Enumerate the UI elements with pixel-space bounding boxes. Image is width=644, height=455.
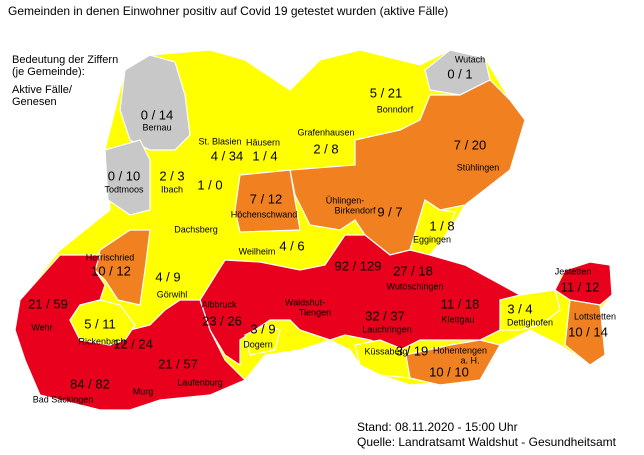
case-count: 21 / 59 [28, 296, 68, 311]
case-count: 27 / 18 [393, 263, 433, 278]
case-count: 3 / 9 [250, 321, 275, 336]
case-count: 10 / 14 [568, 324, 608, 339]
legend: Bedeutung der Ziffern(je Gemeinde): Aktiv… [12, 54, 118, 108]
municipality-name: Todtmoos [104, 184, 144, 194]
case-count: 2 / 8 [313, 141, 338, 156]
region-gray [104, 139, 151, 216]
case-count: 7 / 20 [454, 137, 487, 152]
region-yellow [244, 324, 281, 356]
municipality-name: Wutach [455, 54, 485, 64]
region-yellow [354, 339, 411, 379]
region-orange [404, 339, 501, 386]
case-count: 1 / 8 [429, 218, 454, 233]
region-gray [119, 54, 191, 151]
case-count: 0 / 1 [447, 66, 472, 81]
legend-line: Genesen [12, 96, 57, 108]
case-count: 11 / 12 [561, 279, 600, 294]
municipality-name: Wutöschingen [387, 281, 444, 291]
municipality-name: Dettighofen [507, 317, 553, 327]
municipality-name: Görwihl [157, 289, 188, 299]
municipality-name: St. Blasien [198, 136, 241, 146]
case-count: 5 / 21 [370, 85, 403, 100]
footer-date: Stand: 08.11.2020 - 15:00 Uhr [357, 420, 518, 434]
case-count: 3 / 19 [396, 343, 429, 358]
municipality-name: Dachsberg [174, 224, 218, 234]
case-count: 2 / 3 [159, 168, 184, 183]
municipality-name: Hohentengen [433, 345, 487, 355]
municipality-name: Ibach [161, 184, 183, 194]
municipality-name: Jestetten [555, 266, 592, 276]
legend-line: Bedeutung der Ziffern [12, 54, 118, 66]
case-count: 4 / 34 [211, 148, 244, 163]
title: Gemeinden in denen Einwohner positiv auf… [8, 4, 448, 18]
region-orange [564, 299, 606, 366]
municipality-name: Klettgau [441, 314, 474, 324]
case-count: 11 / 18 [441, 296, 480, 311]
municipality-name: a. H. [460, 355, 479, 365]
case-count: 0 / 10 [108, 168, 141, 183]
municipality-name: Eggingen [413, 234, 451, 244]
municipality-name: Küssaberg [364, 346, 407, 356]
municipality-name: Lottstetten [574, 311, 616, 321]
legend-line: (je Gemeinde): [12, 66, 85, 78]
municipality-name: Stühlingen [457, 162, 500, 172]
municipality-name: Birkendorf [334, 205, 376, 215]
footer-source: Quelle: Landratsamt Waldshut - Gesundhei… [357, 435, 617, 449]
municipality-name: Ühlingen- [326, 195, 365, 205]
municipality-name: Grafenhausen [297, 127, 354, 137]
case-count: 5 / 11 [84, 316, 116, 331]
region-orange [94, 229, 151, 306]
municipality-name: Häusern [246, 137, 280, 147]
municipality-name: Waldshut- [285, 297, 325, 307]
municipality-name: Murg [133, 386, 154, 396]
municipality-name: Weilheim [239, 246, 276, 256]
case-count: 92 / 129 [335, 258, 382, 273]
case-count: 12 / 24 [113, 336, 153, 351]
municipality-name: Wehr [31, 322, 52, 332]
case-count: 3 / 4 [507, 301, 532, 316]
region-orange [234, 169, 301, 233]
case-count: 21 / 57 [158, 356, 198, 371]
case-count: 0 / 14 [141, 107, 174, 122]
case-count: 10 / 12 [91, 263, 131, 278]
region-yellow [499, 289, 561, 331]
case-count: 4 / 6 [279, 238, 304, 253]
municipality-name: Laufenburg [177, 377, 223, 387]
municipality-name: Höchenschwand [231, 209, 298, 219]
case-count: 7 / 12 [250, 191, 283, 206]
municipality-name: Albbruck [201, 299, 237, 309]
legend-line: Aktive Fälle/ [12, 84, 73, 96]
municipality-name: Herrischried [86, 252, 135, 262]
regions [14, 49, 613, 411]
municipality-name: Bonndorf [377, 104, 414, 114]
municipality-name: Bad Säckingen [33, 394, 94, 404]
case-count: 9 / 7 [377, 204, 402, 219]
municipality-name: Bernau [142, 122, 171, 132]
case-count: 84 / 82 [70, 376, 110, 391]
municipality-name: Rickenbach [78, 336, 125, 346]
case-count: 1 / 4 [252, 148, 277, 163]
case-count: 23 / 26 [202, 313, 242, 328]
municipality-name: Tiengen [299, 307, 331, 317]
case-count: 32 / 37 [365, 308, 405, 323]
region-yellow [69, 299, 136, 346]
municipality-name: Lauchringen [362, 324, 412, 334]
case-count: 10 / 10 [429, 364, 469, 379]
case-count: 1 / 0 [197, 177, 222, 192]
case-count: 4 / 9 [155, 269, 180, 284]
municipality-name: Dogern [243, 339, 273, 349]
